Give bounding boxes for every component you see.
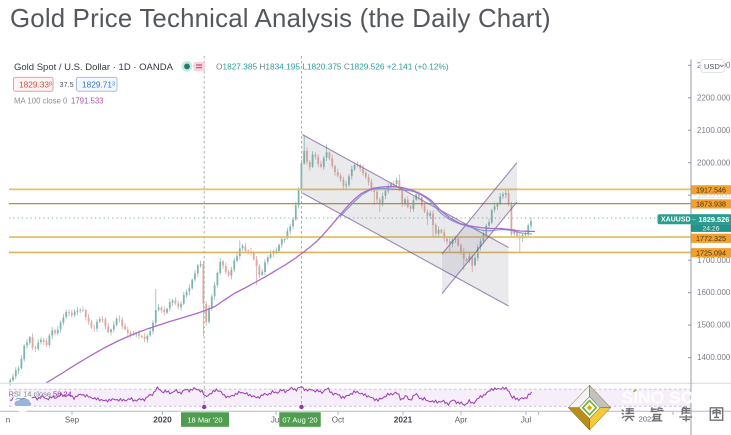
svg-text:RSI 14 close: RSI 14 close [9, 390, 52, 399]
svg-text:1791.533: 1791.533 [71, 96, 104, 105]
svg-text:2021: 2021 [394, 414, 413, 424]
svg-text:SINO SO: SINO SO [622, 388, 695, 408]
svg-text:Jul: Jul [521, 415, 531, 424]
svg-text:n: n [6, 415, 10, 424]
svg-text:2000.000: 2000.000 [697, 158, 731, 167]
svg-text:–: – [692, 217, 696, 224]
svg-text:Apr: Apr [455, 415, 468, 424]
svg-text:1829.526: 1829.526 [699, 215, 730, 224]
svg-text:1873.938: 1873.938 [696, 200, 726, 209]
svg-text:24:26: 24:26 [702, 226, 719, 233]
svg-text:Gold Spot / U.S. Dollar · 1D ·: Gold Spot / U.S. Dollar · 1D · OANDA [14, 62, 174, 73]
svg-text:O1827.385 H1834.195 L1820.375: O1827.385 H1834.195 L1820.375 C1829.526 … [216, 62, 449, 72]
svg-text:1600.000: 1600.000 [697, 288, 731, 297]
svg-text:37.5: 37.5 [60, 80, 74, 89]
svg-text:1400.000: 1400.000 [697, 353, 731, 362]
svg-text:Jul: Jul [271, 415, 281, 424]
svg-text:2100.000: 2100.000 [697, 126, 731, 135]
svg-text:1829.338: 1829.338 [19, 79, 52, 89]
svg-text:MA 100 close 0: MA 100 close 0 [14, 96, 68, 105]
svg-text:2200.000: 2200.000 [697, 93, 731, 102]
svg-text:XAUUSD: XAUUSD [661, 217, 691, 224]
svg-text:1917.546: 1917.546 [696, 186, 726, 195]
svg-text:18 Mar '20: 18 Mar '20 [187, 415, 222, 424]
svg-text:2022: 2022 [639, 415, 656, 424]
svg-text:1700.000: 1700.000 [697, 256, 731, 265]
svg-text:1500.000: 1500.000 [697, 321, 731, 330]
svg-text:1829.713: 1829.713 [82, 79, 115, 89]
svg-text:58.24: 58.24 [53, 390, 72, 399]
svg-text:Sep: Sep [65, 415, 80, 424]
svg-text:1900.000: 1900.000 [697, 191, 731, 200]
svg-text:1725.094: 1725.094 [696, 249, 726, 258]
svg-text:07 Aug '20: 07 Aug '20 [282, 415, 317, 424]
svg-text:USD: USD [704, 62, 720, 71]
svg-text:2020: 2020 [153, 414, 172, 424]
svg-text:Oct: Oct [332, 415, 345, 424]
svg-text:1772.325: 1772.325 [696, 234, 726, 243]
